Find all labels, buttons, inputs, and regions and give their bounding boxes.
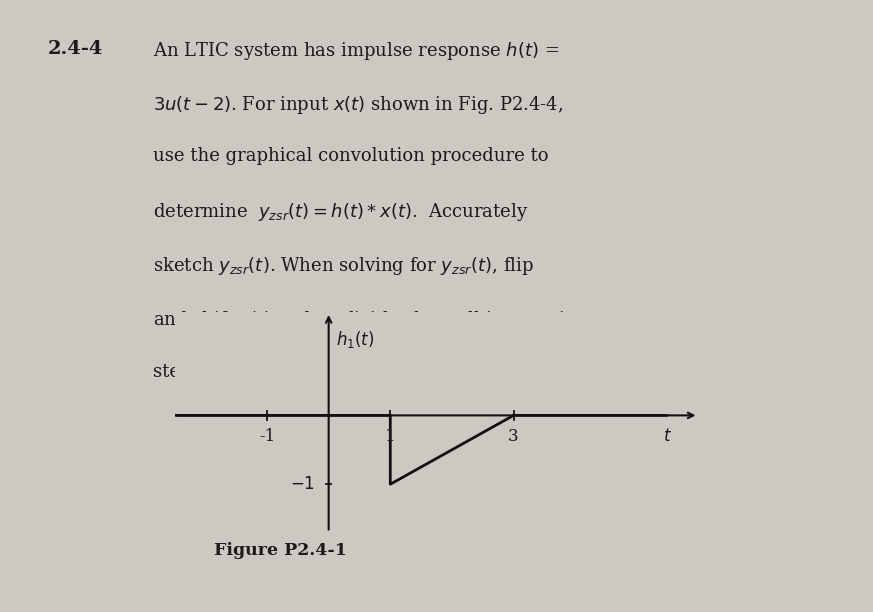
Text: An LTIC system has impulse response $h(t)$ =: An LTIC system has impulse response $h(t… xyxy=(153,40,559,62)
Text: $-1$: $-1$ xyxy=(290,476,315,493)
Text: determine  $y_{zsr}(t) = h(t)*x(t)$.  Accurately: determine $y_{zsr}(t) = h(t)*x(t)$. Accu… xyxy=(153,201,528,223)
Text: -1: -1 xyxy=(259,428,275,445)
Text: steps—even if apparently trivial!: steps—even if apparently trivial! xyxy=(153,363,451,381)
Text: 3: 3 xyxy=(508,428,519,445)
Text: $h_1(t)$: $h_1(t)$ xyxy=(336,329,375,350)
Text: 1: 1 xyxy=(385,428,395,445)
Text: 2.4-4: 2.4-4 xyxy=(48,40,103,58)
Text: sketch $y_{zsr}(t)$. When solving for $y_{zsr}(t)$, flip: sketch $y_{zsr}(t)$. When solving for $y… xyxy=(153,255,533,277)
Text: use the graphical convolution procedure to: use the graphical convolution procedure … xyxy=(153,147,548,165)
Text: $t$: $t$ xyxy=(663,428,672,445)
Text: and shift $x(t)$ and explicitly show all integration: and shift $x(t)$ and explicitly show all… xyxy=(153,309,588,331)
Text: $3u(t-2)$. For input $x(t)$ shown in Fig. P2.4-4,: $3u(t-2)$. For input $x(t)$ shown in Fig… xyxy=(153,94,563,116)
Text: Figure P2.4-1: Figure P2.4-1 xyxy=(214,542,347,559)
